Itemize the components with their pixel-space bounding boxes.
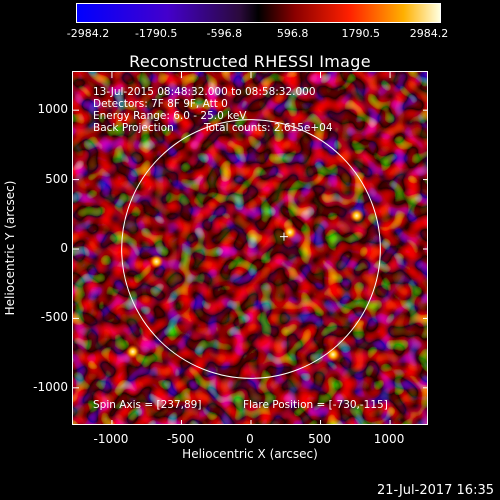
chart-title: Reconstructed RHESSI Image <box>129 52 371 71</box>
info-time: 13-Jul-2015 08:48:32.000 to 08:58:32.000 <box>93 86 316 98</box>
bright-source <box>125 344 140 359</box>
colorbar-tick-label: 2984.2 <box>409 27 449 40</box>
info-detectors: Detectors: 7F 8F 9F, Att 0 <box>93 98 228 110</box>
info-energy: Energy Range: 6.0 - 25.0 keV <box>93 110 247 122</box>
y-tick-label: 500 <box>45 171 68 186</box>
colorbar-tick-label: -2984.2 <box>66 27 110 40</box>
x-tick-label: 1000 <box>373 432 405 446</box>
y-tick-label: 1000 <box>37 102 68 117</box>
colorbar <box>76 3 441 23</box>
solar-limb-circle <box>121 119 381 379</box>
bright-source <box>282 225 297 240</box>
plot-area: 13-Jul-2015 08:48:32.000 to 08:58:32.000… <box>72 71 428 425</box>
info-method: Back Projection <box>93 122 174 134</box>
heatmap-image <box>73 72 427 424</box>
x-tick-label: -1000 <box>93 432 129 446</box>
colorbar-tick-label: -1790.5 <box>134 27 178 40</box>
colorbar-tick-label: 596.8 <box>276 27 309 40</box>
colorbar-tick-label: 1790.5 <box>341 27 381 40</box>
info-spin-axis: Spin Axis = [237,89] <box>93 399 202 411</box>
y-tick-label: -1000 <box>33 379 68 394</box>
y-tick-label: 0 <box>60 241 68 255</box>
timestamp: 21-Jul-2017 16:35 <box>376 483 494 498</box>
info-counts: Total counts: 2.615e+04 <box>204 122 333 134</box>
colorbar-tick-label: -596.8 <box>206 27 243 40</box>
spin-axis-marker <box>279 232 288 241</box>
info-flare-position: Flare Position = [-730,-115] <box>243 399 388 411</box>
x-tick-label: -500 <box>166 432 195 446</box>
y-tick-label: -500 <box>40 310 68 325</box>
bright-source <box>149 254 164 269</box>
x-tick-label: 500 <box>308 432 331 446</box>
x-axis-label: Heliocentric X (arcsec) <box>182 447 318 461</box>
x-tick-label: 0 <box>246 432 254 446</box>
y-axis-label: Heliocentric Y (arcsec) <box>3 180 17 316</box>
bright-source <box>326 347 341 362</box>
bright-source <box>349 208 364 223</box>
